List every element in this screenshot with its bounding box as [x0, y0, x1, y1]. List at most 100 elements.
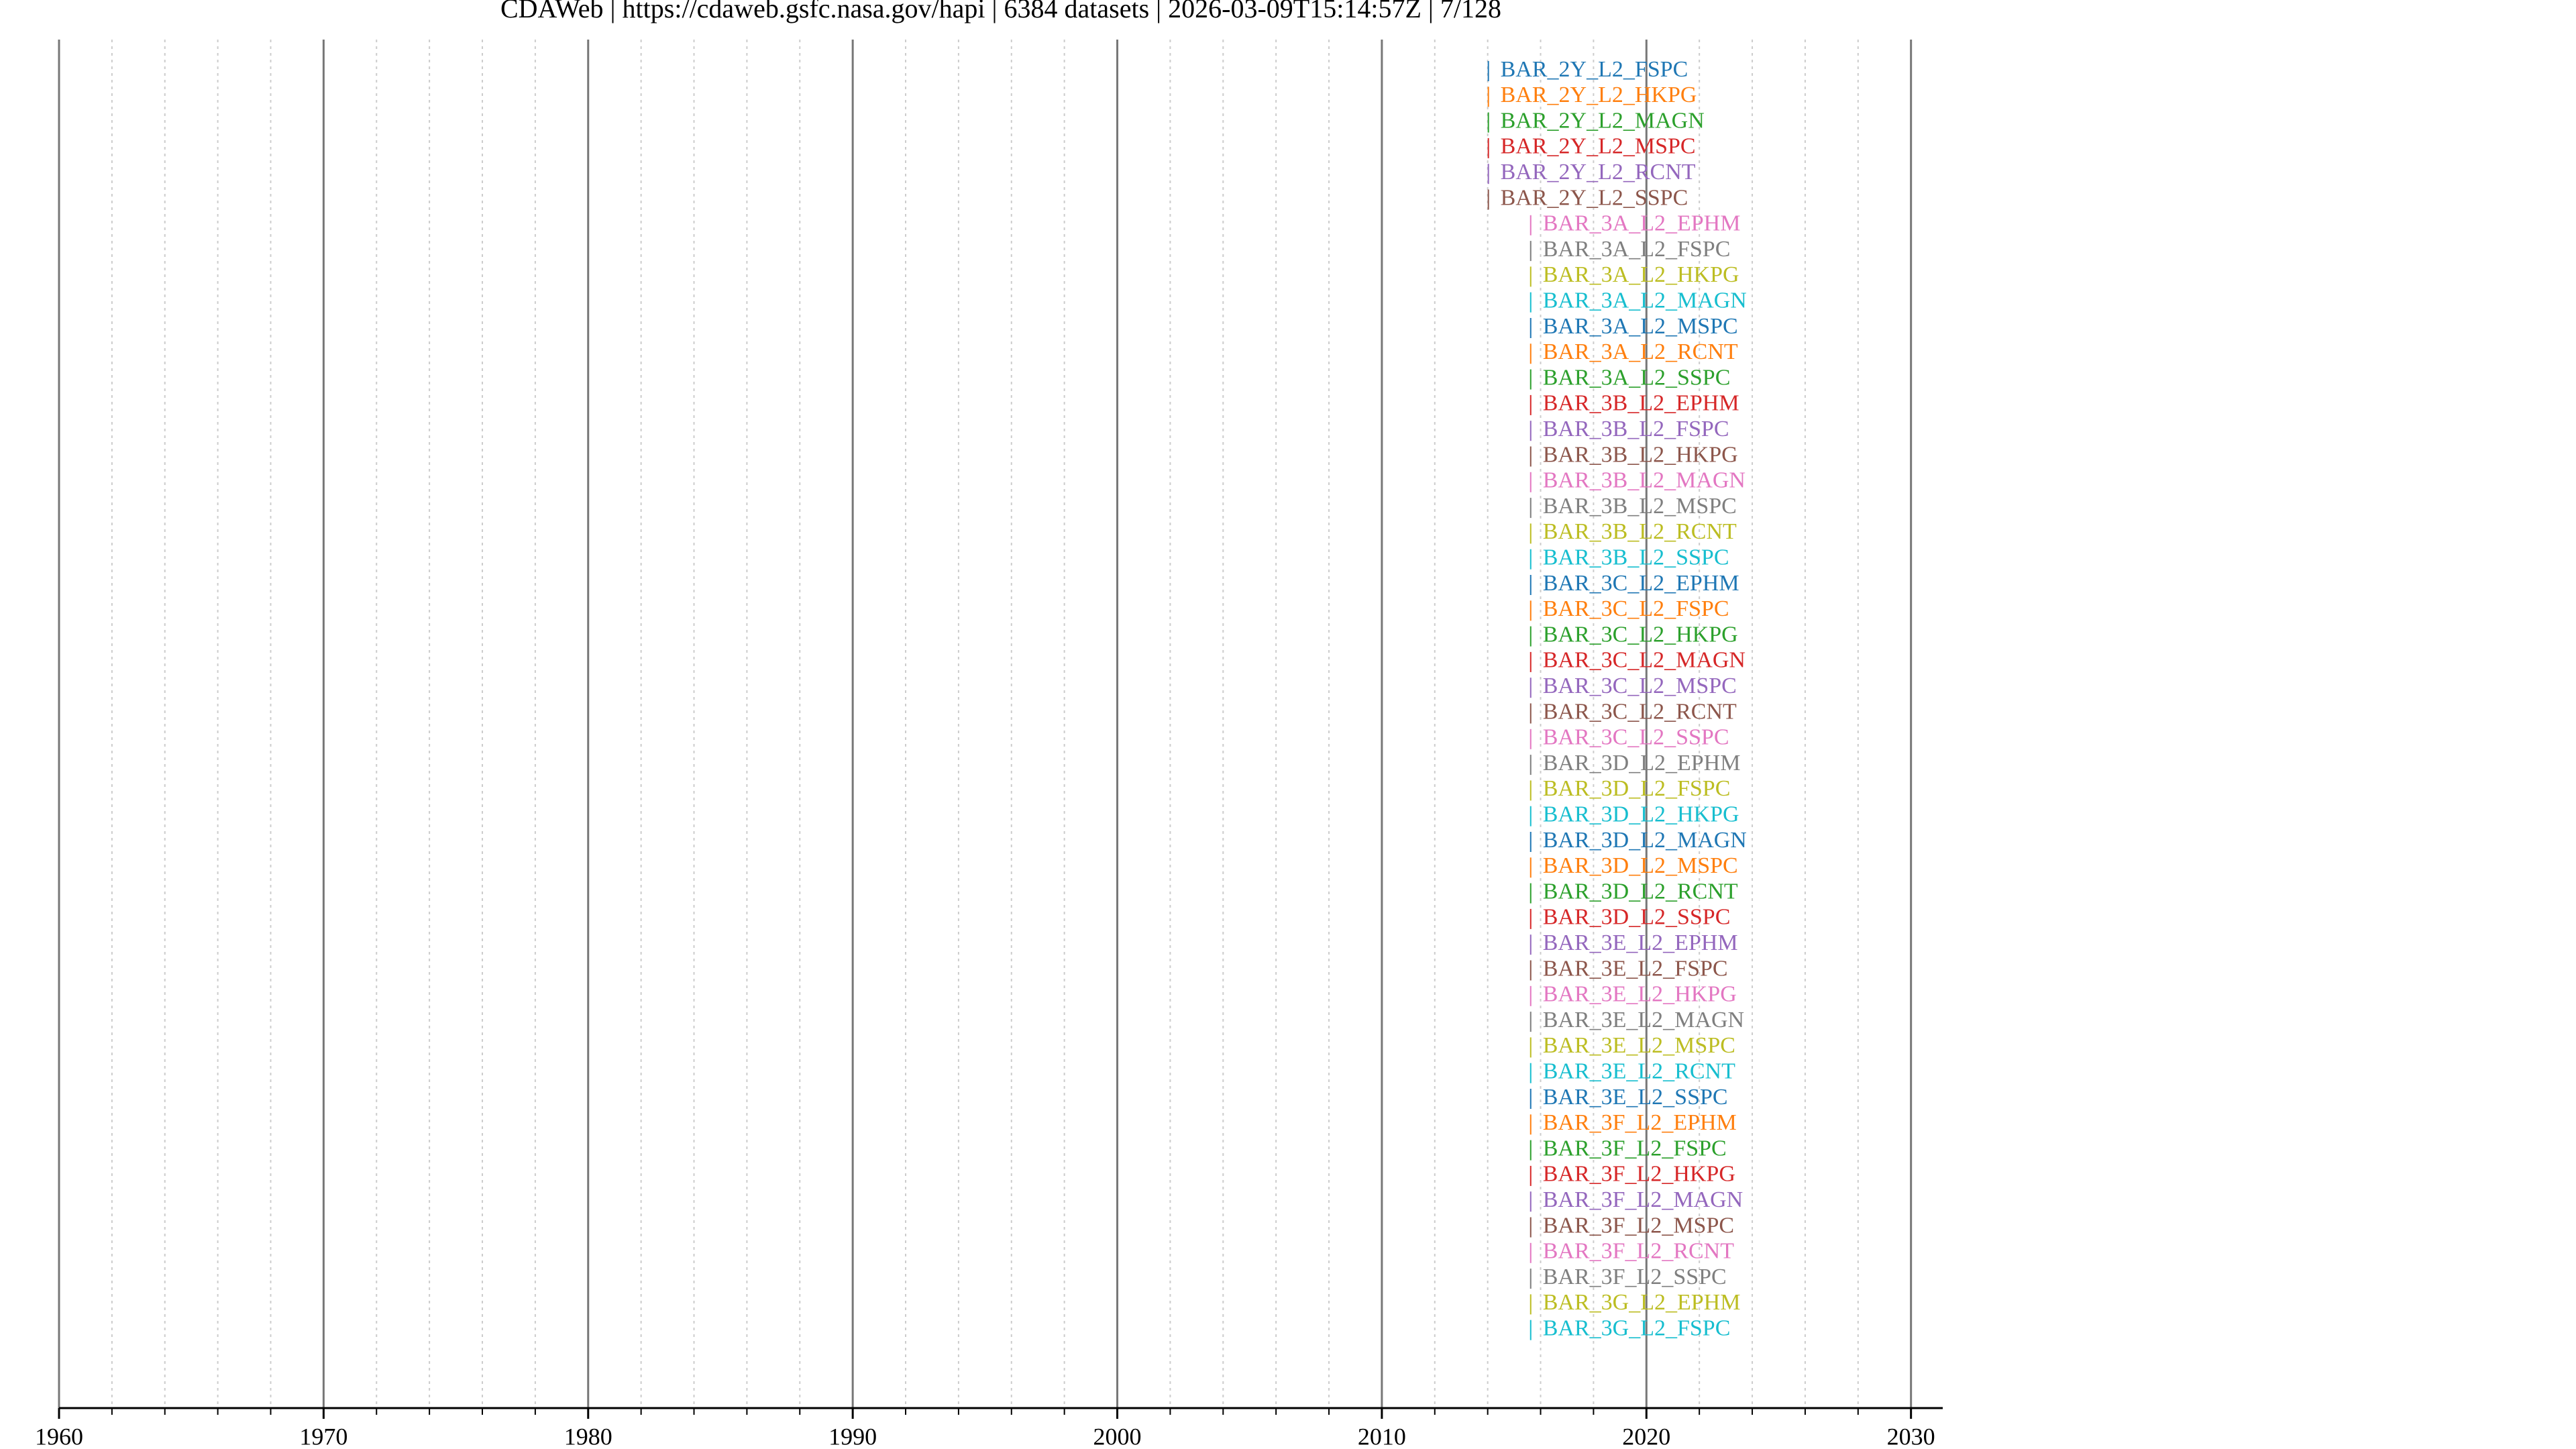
time-bar [1529, 960, 1532, 981]
time-bar [1529, 1165, 1532, 1186]
time-bar [1529, 651, 1532, 672]
time-bar [1487, 138, 1489, 158]
dataset-label: BAR_2Y_L2_MSPC [1501, 134, 1696, 159]
time-bar [1529, 806, 1532, 826]
time-bar [1529, 523, 1532, 544]
time-bar [1529, 343, 1532, 364]
time-bar [1529, 1063, 1532, 1083]
dataset-label: BAR_2Y_L2_FSPC [1501, 57, 1688, 82]
time-bar [1529, 755, 1532, 775]
time-bar [1529, 1114, 1532, 1135]
dataset-label: BAR_3E_L2_FSPC [1543, 956, 1728, 981]
dataset-label: BAR_3D_L2_EPHM [1543, 751, 1741, 775]
dataset-label: BAR_3C_L2_HKPG [1543, 622, 1738, 647]
x-tick-label: 2000 [1093, 1423, 1142, 1449]
time-bar [1529, 1294, 1532, 1315]
dataset-label: BAR_2Y_L2_RCNT [1501, 160, 1696, 184]
dataset-label: BAR_3E_L2_EPHM [1543, 930, 1738, 955]
dataset-label: BAR_3C_L2_MSPC [1543, 674, 1737, 698]
x-tick-label: 1970 [299, 1423, 347, 1449]
time-bar [1529, 241, 1532, 262]
x-tick-label: 2010 [1358, 1423, 1406, 1449]
time-bar [1529, 498, 1532, 519]
time-bar [1529, 318, 1532, 338]
dataset-label: BAR_3D_L2_SSPC [1543, 905, 1731, 930]
dataset-label: BAR_3A_L2_RCNT [1543, 339, 1738, 364]
time-bar [1529, 292, 1532, 313]
time-bar [1529, 985, 1532, 1006]
dataset-label: BAR_3D_L2_MAGN [1543, 828, 1747, 853]
time-bar [1529, 575, 1532, 595]
time-bar [1529, 1269, 1532, 1289]
time-bar [1529, 934, 1532, 955]
dataset-label: BAR_3F_L2_EPHM [1543, 1110, 1737, 1135]
dataset-label: BAR_3D_L2_RCNT [1543, 879, 1738, 904]
x-tick-label: 1980 [564, 1423, 612, 1449]
time-bar [1529, 908, 1532, 929]
time-bar [1529, 394, 1532, 415]
time-bar [1529, 549, 1532, 570]
time-bar [1529, 600, 1532, 621]
time-bar [1529, 446, 1532, 467]
time-bar [1487, 164, 1489, 184]
dataset-label: BAR_3A_L2_FSPC [1543, 237, 1731, 262]
dataset-label: BAR_3F_L2_MAGN [1543, 1187, 1743, 1212]
dataset-label: BAR_3F_L2_RCNT [1543, 1239, 1734, 1264]
time-bar [1529, 1320, 1532, 1340]
time-bar [1529, 1089, 1532, 1109]
dataset-label: BAR_3E_L2_MSPC [1543, 1033, 1735, 1058]
dataset-label: BAR_3B_L2_SSPC [1543, 545, 1729, 570]
dataset-label: BAR_3B_L2_MAGN [1543, 468, 1746, 493]
time-bar [1529, 678, 1532, 698]
time-bar [1529, 369, 1532, 390]
time-bar [1529, 1140, 1532, 1161]
time-bar [1529, 626, 1532, 647]
dataset-label: BAR_3F_L2_HKPG [1543, 1162, 1735, 1187]
dataset-label: BAR_3E_L2_RCNT [1543, 1059, 1735, 1083]
x-tick-label: 1960 [35, 1423, 83, 1449]
dataset-label: BAR_3B_L2_RCNT [1543, 519, 1737, 544]
time-bar [1487, 87, 1489, 107]
dataset-label: BAR_2Y_L2_MAGN [1501, 108, 1705, 133]
dataset-label: BAR_3C_L2_MAGN [1543, 648, 1746, 673]
dataset-label: BAR_3D_L2_MSPC [1543, 853, 1738, 878]
dataset-label: BAR_3E_L2_HKPG [1543, 982, 1737, 1007]
time-bar [1529, 1037, 1532, 1058]
x-tick-label: 1990 [828, 1423, 877, 1449]
dataset-label: BAR_3F_L2_SSPC [1543, 1265, 1727, 1289]
dataset-label: BAR_3G_L2_EPHM [1543, 1290, 1741, 1315]
dataset-label: BAR_3A_L2_HKPG [1543, 262, 1739, 287]
dataset-label: BAR_3D_L2_FSPC [1543, 776, 1731, 801]
time-bar [1529, 832, 1532, 852]
dataset-label: BAR_3B_L2_EPHM [1543, 391, 1739, 416]
dataset-label: BAR_2Y_L2_HKPG [1501, 83, 1697, 107]
dataset-label: BAR_3A_L2_EPHM [1543, 211, 1741, 236]
time-bar [1529, 703, 1532, 724]
dataset-label: BAR_3E_L2_SSPC [1543, 1085, 1728, 1110]
chart-title: CDAWeb | https://cdaweb.gsfc.nasa.gov/ha… [500, 0, 1501, 23]
dataset-label: BAR_3C_L2_RCNT [1543, 699, 1737, 724]
time-bar [1529, 421, 1532, 441]
time-bar [1529, 472, 1532, 492]
time-bar [1487, 112, 1489, 133]
time-bar [1529, 1191, 1532, 1212]
time-bar [1529, 1012, 1532, 1032]
x-tick-label: 2030 [1887, 1423, 1935, 1449]
time-bar [1487, 61, 1489, 81]
dataset-label: BAR_3G_L2_FSPC [1543, 1316, 1731, 1340]
dataset-label: BAR_3C_L2_EPHM [1543, 571, 1739, 596]
dataset-label: BAR_3A_L2_SSPC [1543, 365, 1731, 390]
time-bar [1529, 1242, 1532, 1263]
time-bar [1529, 266, 1532, 287]
time-bar [1529, 780, 1532, 801]
time-bar [1529, 215, 1532, 235]
time-bar [1487, 189, 1489, 210]
dataset-label: BAR_3A_L2_MAGN [1543, 288, 1747, 313]
time-bar [1529, 729, 1532, 749]
dataset-label: BAR_3C_L2_FSPC [1543, 596, 1729, 621]
dataset-label: BAR_3B_L2_MSPC [1543, 494, 1737, 519]
dataset-label: BAR_2Y_L2_SSPC [1501, 185, 1688, 210]
dataset-label: BAR_3B_L2_FSPC [1543, 417, 1729, 441]
time-bar [1529, 883, 1532, 904]
